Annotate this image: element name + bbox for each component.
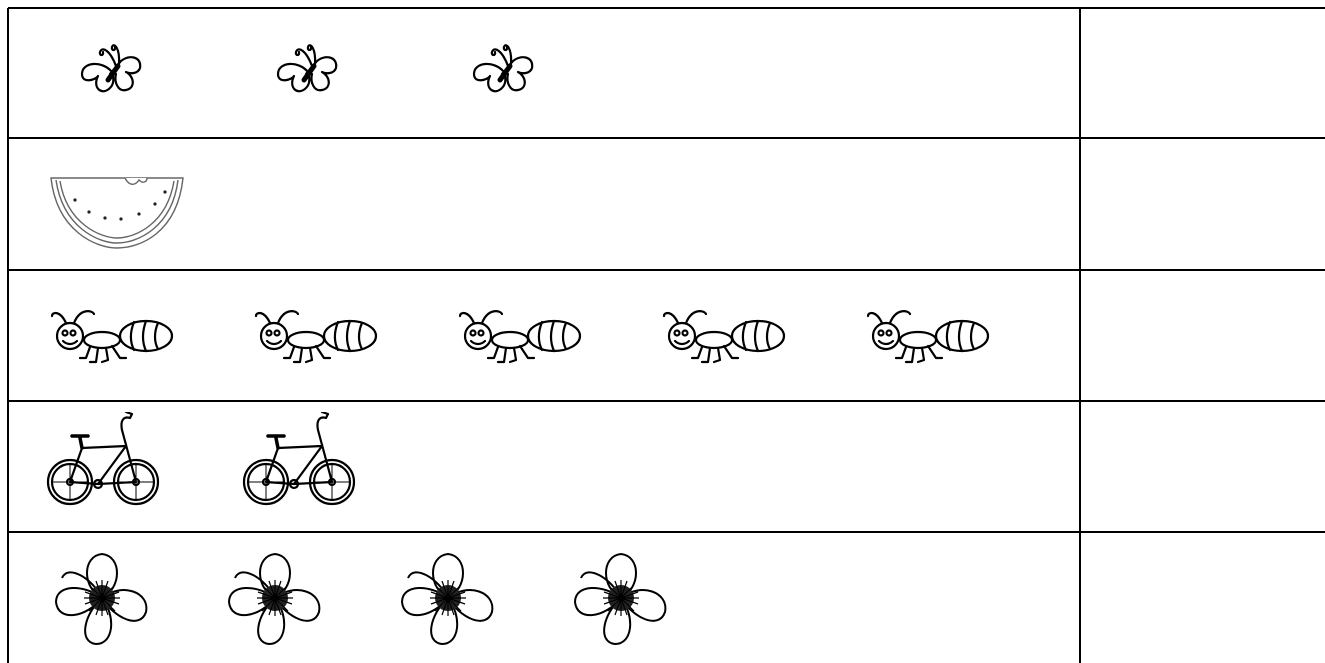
flower-icon: [574, 553, 667, 645]
ant-icon: [662, 310, 786, 364]
ant-icon: [254, 310, 378, 364]
ant-icon: [866, 310, 990, 364]
butterfly-icon: [474, 45, 532, 91]
bike-icon: [46, 412, 160, 506]
butterfly-icon: [278, 45, 336, 91]
ant-icon: [458, 310, 582, 364]
melon-icon: [50, 177, 184, 249]
butterfly-icon: [82, 45, 140, 91]
flower-icon: [55, 553, 148, 645]
flower-icon: [228, 553, 321, 645]
flower-icon: [401, 553, 494, 645]
grid: [7, 7, 1325, 663]
bike-icon: [242, 412, 356, 506]
icon-rows: [46, 45, 990, 645]
ant-icon: [50, 310, 174, 364]
